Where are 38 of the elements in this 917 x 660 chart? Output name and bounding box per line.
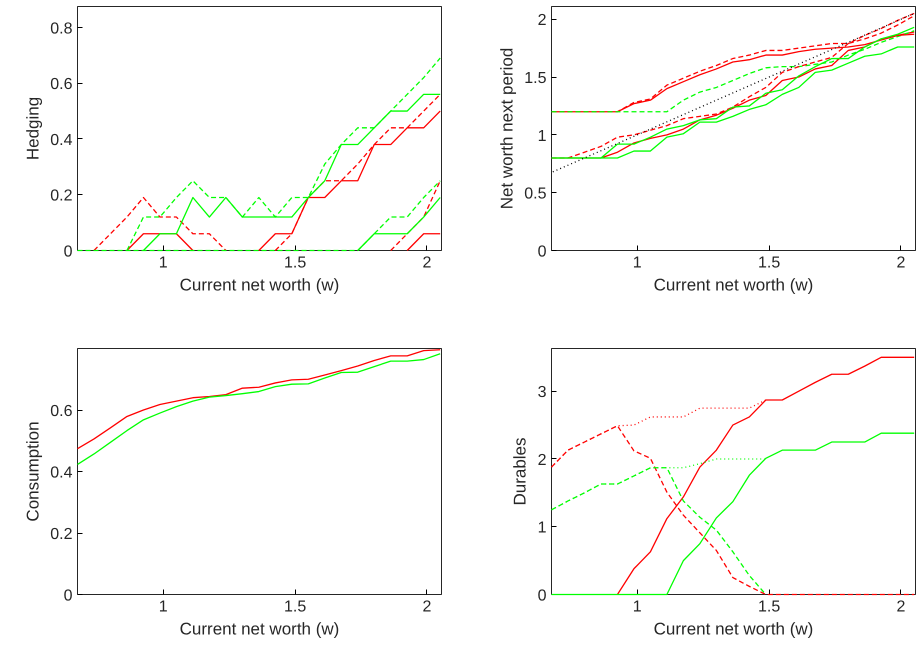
x-tick-label: 1.5 — [284, 598, 306, 616]
y-tick-label: 0.4 — [50, 464, 73, 482]
y-axis-title: Consumption — [23, 421, 42, 522]
x-tick-label: 2 — [896, 254, 906, 272]
x-axis-title: Current net worth (w) — [180, 276, 340, 294]
x-tick-label: 1.5 — [284, 254, 306, 272]
y-tick-label: 2 — [538, 12, 547, 30]
y-tick-label: 1 — [538, 520, 547, 537]
x-tick-label: 1 — [158, 254, 168, 272]
y-axis-title: Hedging — [23, 96, 42, 160]
y-tick-label: 3 — [538, 384, 547, 402]
y-tick-label: 0.6 — [50, 403, 73, 420]
x-tick-label: 1 — [632, 254, 642, 272]
y-tick-label: 0.6 — [50, 76, 73, 94]
y-tick-label: 0.5 — [524, 186, 547, 203]
y-tick-label: 1 — [538, 128, 547, 145]
y-tick-label: 0.4 — [50, 132, 73, 149]
x-tick-label: 2 — [896, 598, 906, 616]
y-tick-label: 0 — [64, 588, 73, 604]
y-tick-label: 0 — [64, 244, 73, 260]
y-tick-label: 0 — [538, 244, 547, 260]
x-tick-label: 1 — [632, 598, 642, 616]
y-axis-title: Durables — [510, 437, 530, 506]
y-tick-label: 0.2 — [50, 526, 73, 543]
x-tick-label: 1.5 — [758, 254, 780, 272]
y-tick-label: 0.8 — [50, 20, 73, 38]
y-tick-label: 2 — [538, 452, 547, 469]
x-tick-label: 2 — [422, 598, 432, 616]
x-axis-title: Current net worth (w) — [180, 620, 340, 638]
y-tick-label: 0.2 — [50, 188, 73, 205]
x-tick-label: 2 — [422, 254, 432, 272]
x-axis-title: Current net worth (w) — [654, 620, 814, 638]
y-tick-label: 1.5 — [524, 70, 547, 88]
x-tick-label: 1 — [158, 598, 168, 616]
y-tick-label: 0 — [538, 588, 547, 604]
y-axis-title: Net worth next period — [497, 48, 516, 210]
x-tick-label: 1.5 — [758, 598, 780, 616]
x-axis-title: Current net worth (w) — [654, 276, 814, 294]
